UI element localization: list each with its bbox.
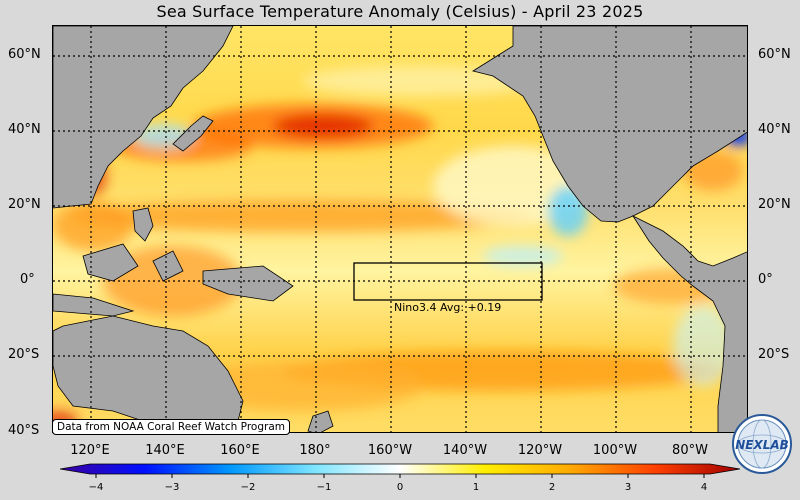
lon-label: 80°W <box>672 443 708 458</box>
lat-label-left: 40°N <box>8 122 41 137</box>
nino34-average-label: Nino3.4 Avg: +0.19 <box>394 301 502 314</box>
colorbar-tick-label: 3 <box>624 482 632 493</box>
lon-label: 180° <box>299 443 331 458</box>
sulawesi-landmass <box>152 250 184 282</box>
nexlab-logo: NEXLAB <box>732 414 792 474</box>
japan-landmass <box>172 115 214 152</box>
colorbar-tick-label: −3 <box>164 482 180 493</box>
graticule <box>53 26 747 432</box>
lon-label: 160°E <box>220 443 260 458</box>
lon-label: 160°W <box>367 443 413 458</box>
lat-label-left: 0° <box>20 272 35 287</box>
lat-label-right: 40°N <box>758 122 791 137</box>
colorbar-tick-label: 1 <box>472 482 480 493</box>
lon-label: 140°E <box>145 443 185 458</box>
lat-label-left: 20°S <box>8 347 40 362</box>
lat-label-left: 20°N <box>8 197 41 212</box>
lat-label-right: 60°N <box>758 47 791 62</box>
lat-label-left: 40°S <box>8 423 40 438</box>
north-america-landmass <box>471 26 747 223</box>
philippines-landmass <box>132 207 154 242</box>
borneo-landmass <box>82 243 139 282</box>
lat-label-left: 60°N <box>8 47 41 62</box>
map-title: Sea Surface Temperature Anomaly (Celsius… <box>156 2 644 21</box>
nino34-box <box>353 262 543 301</box>
colorbar-tick-label: −2 <box>240 482 256 493</box>
lon-label: 120°W <box>517 443 563 458</box>
colorbar-tick-label: 0 <box>396 482 404 493</box>
colorbar <box>60 463 740 478</box>
source-note: Data from NOAA Coral Reef Watch Program <box>52 419 290 435</box>
lon-label: 120°E <box>70 443 110 458</box>
lat-label-right: 0° <box>758 272 773 287</box>
java-landmass <box>53 293 135 317</box>
lon-label: 140°W <box>442 443 488 458</box>
south-america-landmass <box>631 214 747 432</box>
anomaly-patches <box>53 66 747 431</box>
new-zealand-landmass <box>307 410 334 432</box>
map-canvas <box>53 26 747 432</box>
colorbar-tick-label: −4 <box>88 482 104 493</box>
colorbar-tick-label: 4 <box>700 482 708 493</box>
sst-anomaly-map <box>52 25 748 433</box>
asia-landmass <box>53 26 234 209</box>
lon-label: 100°W <box>592 443 638 458</box>
lat-label-right: 20°N <box>758 197 791 212</box>
new-guinea-landmass <box>202 265 294 302</box>
land-masses <box>53 26 747 432</box>
colorbar-tick-label: 2 <box>548 482 556 493</box>
lat-label-right: 20°S <box>758 347 790 362</box>
colorbar-gradient <box>60 463 740 475</box>
logo-text: NEXLAB <box>735 438 789 452</box>
colorbar-tick-label: −1 <box>316 482 332 493</box>
